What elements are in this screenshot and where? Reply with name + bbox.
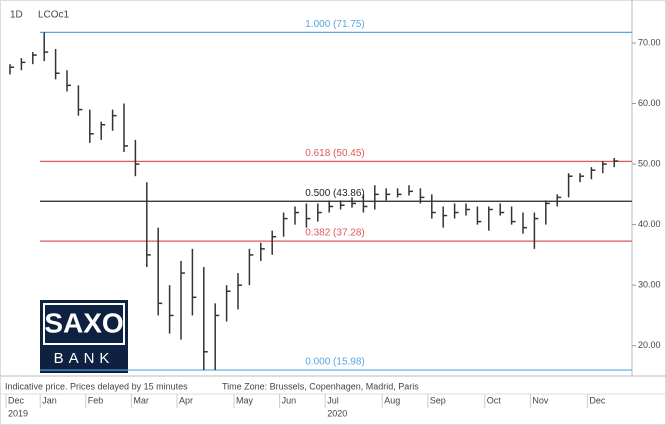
logo: SAXO BANK [40, 300, 128, 373]
x-tick-label: Dec [8, 395, 25, 405]
logo-border [43, 303, 125, 345]
fib-label: 0.382 (37.28) [305, 228, 365, 239]
logo-bottom: BANK [54, 350, 115, 367]
fib-label: 0.500 (43.86) [305, 188, 365, 199]
x-tick-label: Jun [282, 395, 297, 405]
x-tick-label: Oct [487, 395, 502, 405]
x-tick-label: Mar [133, 395, 149, 405]
y-tick-label: 70.00 [638, 37, 661, 47]
year-label: 2019 [8, 408, 28, 418]
symbol: LCOc1 [38, 10, 70, 21]
fib-label: 0.618 (50.45) [305, 148, 365, 159]
timeframe: 1D [10, 10, 23, 21]
x-tick-label: May [236, 395, 254, 405]
x-tick-label: Dec [589, 395, 606, 405]
fib-label: 1.000 (71.75) [305, 19, 365, 30]
logo-box [40, 300, 128, 373]
y-tick-label: 50.00 [638, 158, 661, 168]
disclaimer: Indicative price. Prices delayed by 15 m… [5, 381, 188, 391]
y-tick-label: 30.00 [638, 280, 661, 290]
timezone: Time Zone: Brussels, Copenhagen, Madrid,… [222, 381, 419, 391]
logo-top: SAXO [44, 307, 123, 338]
x-tick-label: Aug [384, 395, 400, 405]
fib-label: 0.000 (15.98) [305, 357, 365, 368]
y-tick-label: 20.00 [638, 340, 661, 350]
x-tick-label: Nov [532, 395, 549, 405]
x-tick-label: Apr [179, 395, 193, 405]
year-label: 2020 [327, 408, 347, 418]
x-tick-label: Feb [88, 395, 104, 405]
x-tick-label: Jan [42, 395, 57, 405]
x-tick-label: Sep [430, 395, 446, 405]
x-tick-label: Jul [327, 395, 339, 405]
y-tick-label: 60.00 [638, 98, 661, 108]
y-tick-label: 40.00 [638, 219, 661, 229]
